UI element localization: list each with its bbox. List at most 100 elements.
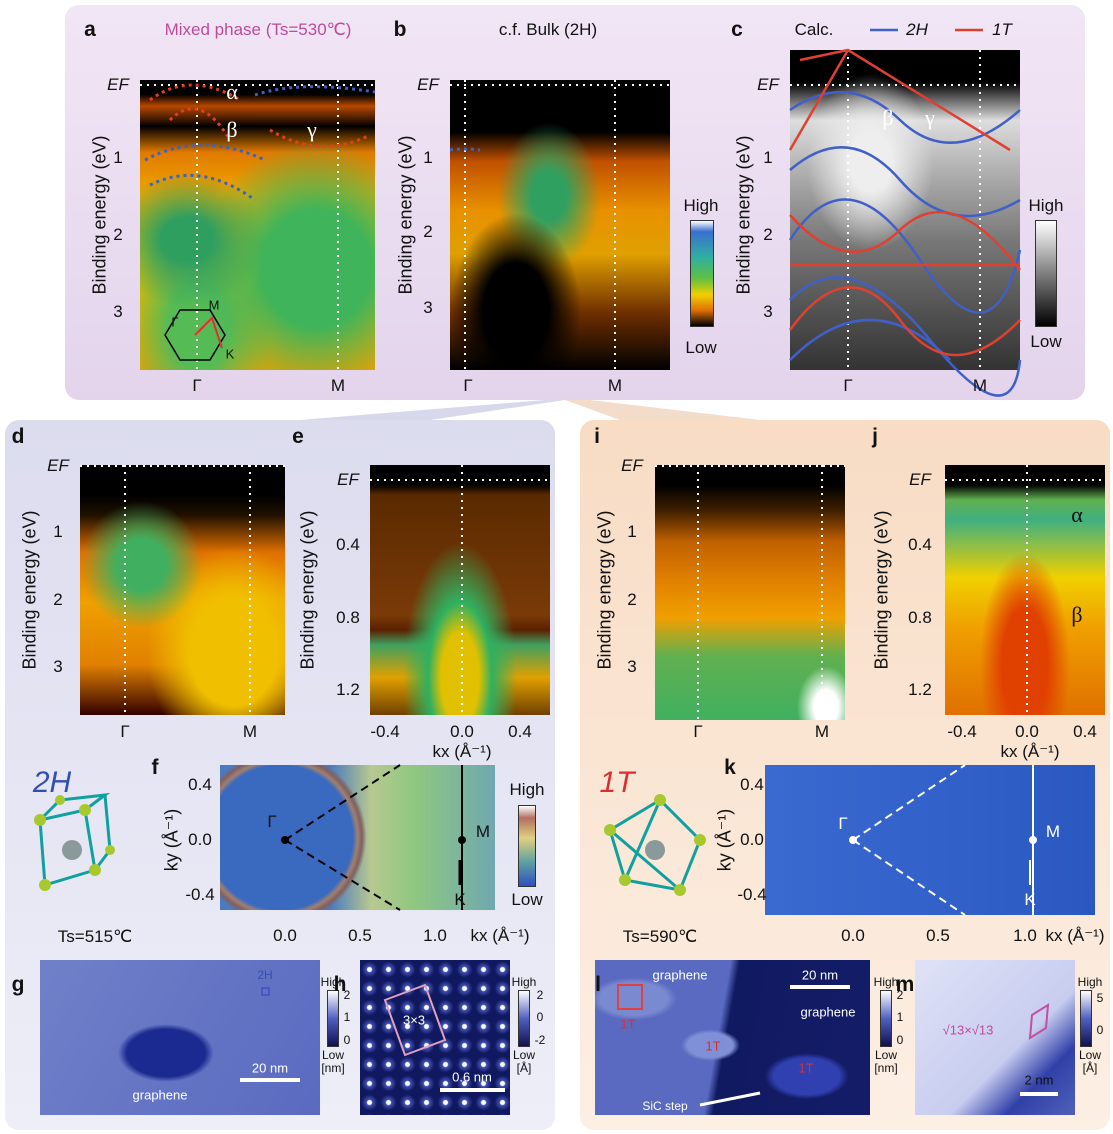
colorbar: 1 bbox=[344, 1010, 351, 1024]
x-ticks: M bbox=[331, 376, 345, 396]
panel-f-y-label: ky (Å⁻¹) bbox=[162, 809, 183, 872]
labels: graphene bbox=[133, 1088, 188, 1103]
arrow bbox=[700, 1093, 760, 1105]
panel-b-title: c.f. Bulk (2H) bbox=[499, 20, 597, 40]
y-ticks: -0.4 bbox=[737, 885, 766, 905]
inset: Γ bbox=[171, 315, 178, 330]
bands: α bbox=[226, 79, 238, 105]
colorbar: Low bbox=[1030, 332, 1061, 352]
gamma-point bbox=[281, 836, 289, 844]
y-ticks: EF bbox=[337, 470, 359, 490]
colorbar: 0 bbox=[537, 1010, 544, 1024]
colorbar: 5 bbox=[1097, 991, 1104, 1005]
inset: K bbox=[226, 347, 235, 362]
panel-f-letter: f bbox=[152, 756, 159, 780]
labels: 1T bbox=[620, 1017, 635, 1032]
panel-j-x-label: kx (Å⁻¹) bbox=[1000, 742, 1059, 762]
figure: aMixed phase (Ts=530℃)Binding energy (eV… bbox=[0, 0, 1113, 1134]
colorbar: High bbox=[684, 196, 719, 216]
points: K bbox=[454, 890, 465, 910]
panel-b-letter: b bbox=[394, 18, 407, 42]
x-ticks: Γ bbox=[843, 376, 852, 396]
labels: √13×√13 bbox=[943, 1023, 994, 1038]
panel-g-scale-bar: 20 nm bbox=[252, 1061, 288, 1076]
colorbar: [Å] bbox=[517, 1061, 532, 1075]
colorbar: 0 bbox=[1097, 1023, 1104, 1037]
legend: 1T bbox=[992, 20, 1012, 40]
x-ticks: Γ bbox=[120, 722, 129, 742]
y-ticks: 0.4 bbox=[336, 535, 360, 555]
bands: β bbox=[1071, 602, 1082, 628]
phase-2h-temperature: Ts=515℃ bbox=[58, 927, 132, 947]
y-ticks: 3 bbox=[627, 657, 636, 677]
panel-h-scale-bar: 0.6 nm bbox=[452, 1070, 492, 1085]
colorbar: -2 bbox=[535, 1033, 546, 1047]
panel-a-letter: a bbox=[84, 18, 96, 42]
bands: γ bbox=[307, 117, 317, 143]
y-ticks: 0.8 bbox=[336, 608, 360, 628]
x-ticks: 0.0 bbox=[273, 926, 297, 946]
colorbar: 1 bbox=[897, 1010, 904, 1024]
labels: 1T bbox=[798, 1061, 813, 1076]
colorbar: High bbox=[510, 780, 545, 800]
colorbar: Low bbox=[1079, 1048, 1101, 1062]
colorbar: Low bbox=[511, 890, 542, 910]
panel-d-letter: d bbox=[12, 425, 25, 449]
y-ticks: 2 bbox=[763, 225, 772, 245]
legend: 2H bbox=[906, 20, 928, 40]
x-ticks: M bbox=[608, 376, 622, 396]
bands: γ bbox=[925, 105, 935, 131]
panel-i-y-label: Binding energy (eV) bbox=[595, 510, 616, 669]
colorbar: Low bbox=[322, 1048, 344, 1062]
y-ticks: 3 bbox=[763, 302, 772, 322]
panel-i-letter: i bbox=[594, 425, 600, 449]
panel-j-letter: j bbox=[872, 425, 878, 449]
y-ticks: 2 bbox=[423, 222, 432, 242]
calc-bands bbox=[790, 30, 1020, 355]
panel-h-letter: h bbox=[334, 973, 347, 997]
y-ticks: 0.4 bbox=[740, 775, 764, 795]
y-ticks: 1 bbox=[423, 148, 432, 168]
x-ticks: -0.4 bbox=[947, 722, 976, 742]
y-ticks: 1 bbox=[763, 148, 772, 168]
panel-b-y-label: Binding energy (eV) bbox=[396, 135, 417, 294]
panel-e-x-label: kx (Å⁻¹) bbox=[432, 742, 491, 762]
y-ticks: 2 bbox=[113, 225, 122, 245]
panel-d-y-label: Binding energy (eV) bbox=[20, 510, 41, 669]
x-ticks: M bbox=[973, 376, 987, 396]
x-ticks: 0.0 bbox=[841, 926, 865, 946]
x-ticks: 1.0 bbox=[423, 926, 447, 946]
bz-edge bbox=[285, 765, 400, 910]
x-ticks: M bbox=[243, 722, 257, 742]
crystal-1t bbox=[604, 794, 706, 896]
y-ticks: 3 bbox=[53, 657, 62, 677]
panel-f-x-label: kx (Å⁻¹) bbox=[470, 926, 529, 946]
panel-e-y-label: Binding energy (eV) bbox=[298, 510, 319, 669]
inset: M bbox=[209, 298, 220, 313]
panel-m-scale-bar: 2 nm bbox=[1025, 1073, 1054, 1088]
colorbar: High bbox=[1078, 975, 1103, 989]
scale-bar bbox=[240, 987, 1058, 1094]
colorbar: High bbox=[874, 975, 899, 989]
panel-k-letter: k bbox=[724, 756, 736, 780]
x-ticks: M bbox=[815, 722, 829, 742]
y-ticks: 1 bbox=[627, 522, 636, 542]
gamma-point bbox=[849, 836, 857, 844]
colorbar: 0 bbox=[897, 1033, 904, 1047]
colorbar: Low bbox=[513, 1048, 535, 1062]
points: M bbox=[1046, 822, 1060, 842]
y-ticks: 1 bbox=[53, 522, 62, 542]
x-ticks: Γ bbox=[693, 722, 702, 742]
overlay bbox=[0, 0, 1113, 1134]
points: Γ bbox=[838, 814, 847, 834]
y-ticks: 2 bbox=[627, 590, 636, 610]
scan-area bbox=[262, 988, 269, 995]
panel-k-x-label: kx (Å⁻¹) bbox=[1045, 926, 1104, 946]
y-ticks: EF bbox=[909, 470, 931, 490]
colorbar: [nm] bbox=[874, 1061, 897, 1075]
colorbar: High bbox=[1029, 196, 1064, 216]
labels: 3×3 bbox=[403, 1013, 425, 1028]
panel-j-y-label: Binding energy (eV) bbox=[872, 510, 893, 669]
panel-a-y-label: Binding energy (eV) bbox=[90, 135, 111, 294]
scan-area bbox=[618, 985, 642, 1009]
